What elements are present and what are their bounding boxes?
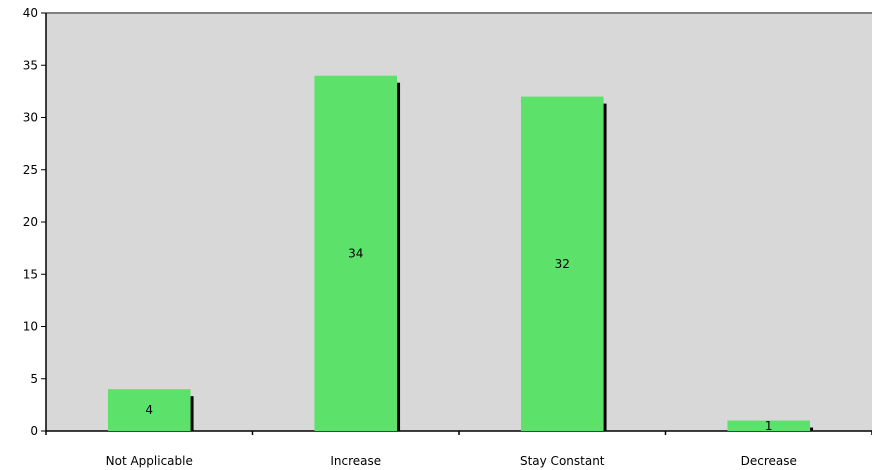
bar	[314, 75, 398, 431]
y-tick-label: 35	[23, 58, 38, 72]
y-tick-label: 25	[23, 163, 38, 177]
x-tick-label: Stay Constant	[520, 454, 605, 468]
x-tick-label: Not Applicable	[106, 454, 193, 468]
bar	[520, 96, 604, 431]
y-tick-label: 30	[23, 111, 38, 125]
data-label: 1	[765, 419, 773, 433]
bar	[727, 420, 811, 431]
plot-area	[46, 13, 872, 431]
data-label: 34	[348, 246, 363, 260]
data-label: 4	[145, 403, 153, 417]
y-tick-label: 15	[23, 267, 38, 281]
y-tick-label: 0	[30, 424, 38, 438]
bar-shadow	[190, 396, 194, 431]
x-tick-label: Increase	[330, 454, 381, 468]
y-tick-label: 10	[23, 320, 38, 334]
bar-shadow	[397, 82, 401, 431]
x-tick-label: Decrease	[741, 454, 797, 468]
bar-shadow	[603, 103, 607, 431]
bar-shadow	[810, 427, 814, 431]
bar	[107, 389, 191, 431]
y-tick-label: 40	[23, 6, 38, 20]
data-label: 32	[555, 257, 570, 271]
y-tick-label: 20	[23, 215, 38, 229]
y-tick-label: 5	[30, 372, 38, 386]
